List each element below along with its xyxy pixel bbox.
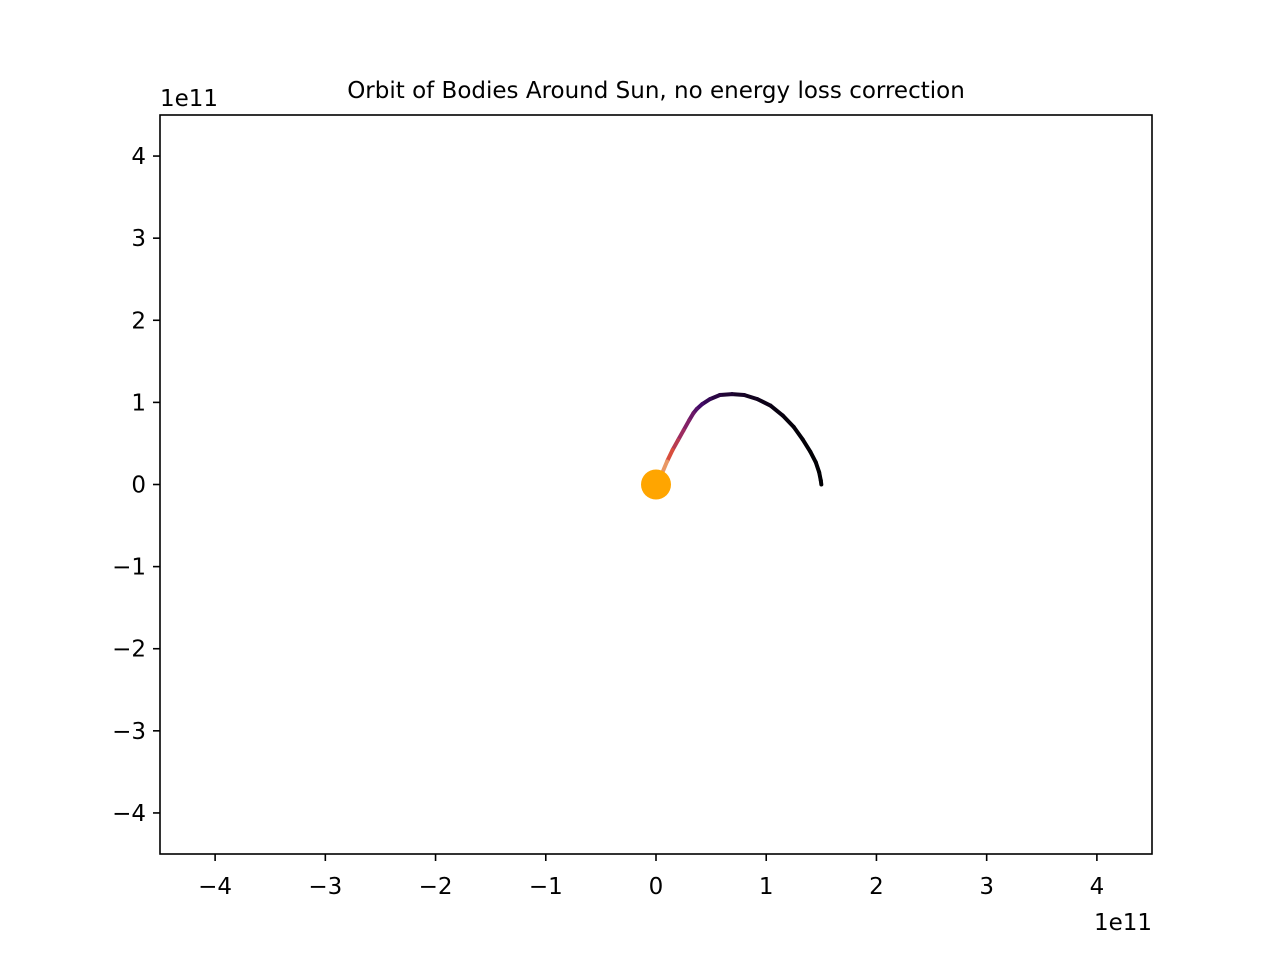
y-tick-label: 4 [131,144,146,170]
orbit-segment [665,448,675,464]
y-tick-label: 3 [131,226,146,252]
orbit-segment [791,425,805,442]
orbit-segment [755,397,773,408]
y-tick-label: −4 [112,801,146,827]
y-tick-label: −3 [112,719,146,745]
x-tick-label: 4 [1090,874,1105,900]
x-tick-label: 2 [869,874,884,900]
orbit-segment [780,413,796,430]
x-tick-label: −4 [198,874,232,900]
sun-marker-group [641,469,671,500]
orbit-segment [808,449,818,465]
orbit-segment [717,392,735,397]
sun-marker [641,469,671,500]
x-tick-label: 3 [979,874,994,900]
y-axis: 4 3 2 1 0 −1 −2 −3 −4 [112,144,160,827]
x-tick-label: 0 [649,874,664,900]
orbit-segment [742,392,760,402]
orbit-segment [730,392,747,397]
y-tick-label: 2 [131,308,146,334]
orbit-segment [800,437,813,454]
y-tick-label: −2 [112,637,146,663]
x-axis: −4 −3 −2 −1 0 1 2 3 4 [198,854,1104,900]
chart-title: Orbit of Bodies Around Sun, no energy lo… [347,78,965,104]
y-tick-label: 1 [131,390,146,416]
x-tick-label: −1 [529,874,563,900]
x-tick-label: 1 [759,874,774,900]
orbit-segment [768,403,785,418]
x-axis-offset-label: 1e11 [1094,910,1152,936]
x-tick-label: −3 [308,874,342,900]
y-tick-label: 0 [131,473,146,499]
x-tick-label: −2 [419,874,453,900]
y-tick-label: −1 [112,555,146,581]
y-axis-offset-label: 1e11 [160,86,218,112]
